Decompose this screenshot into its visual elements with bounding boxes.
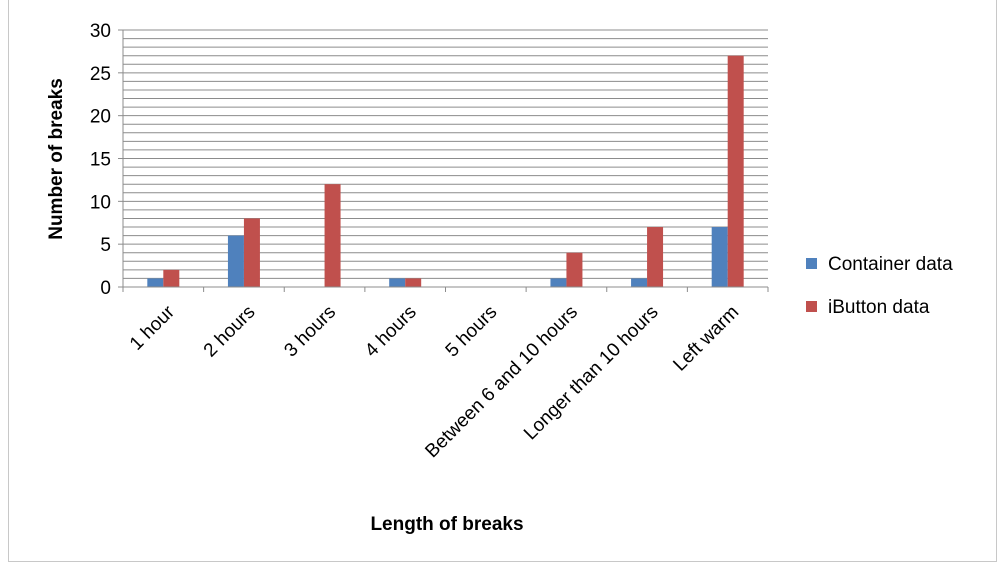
bar	[566, 252, 583, 287]
bar	[227, 235, 244, 287]
y-tick-label: 20	[90, 107, 111, 128]
x-category-labels: 1 hour 2 hours 3 hours 4 hours 5 hoursBetwee…	[126, 301, 743, 462]
x-category-label: 3 hours	[280, 302, 340, 362]
bar	[389, 278, 406, 287]
y-tick-label: 15	[90, 150, 111, 171]
bar	[647, 227, 664, 287]
bar	[550, 278, 567, 287]
legend-swatch	[806, 258, 817, 269]
bar	[243, 218, 260, 287]
x-axis-title: Length of breaks	[370, 514, 523, 535]
legend-label: iButton data	[828, 297, 930, 318]
x-category-label: Left warm	[669, 302, 743, 376]
y-axis-title: Number of breaks	[46, 78, 67, 240]
bar	[163, 269, 180, 287]
x-category-label: 2 hours	[200, 302, 260, 362]
legend: Container data iButton data	[806, 254, 953, 318]
y-tick-labels: 0 5 10 15 20 25 30	[90, 21, 111, 299]
x-category-label: 5 hours	[442, 302, 502, 362]
legend-label: Container data	[828, 254, 953, 275]
x-category-label: Longer than 10 hours	[520, 302, 663, 445]
x-category-label: 1 hour	[126, 301, 179, 354]
bar	[405, 278, 422, 287]
y-tick-label: 10	[90, 192, 111, 213]
y-tick-label: 25	[90, 64, 111, 85]
bar	[631, 278, 648, 287]
chart-frame	[8, 0, 997, 562]
y-tick-label: 30	[90, 21, 111, 42]
x-category-label: 4 hours	[361, 302, 421, 362]
bar	[711, 227, 728, 287]
bar	[147, 278, 164, 287]
y-tick-label: 5	[100, 235, 111, 256]
legend-swatch	[806, 301, 817, 312]
gridlines	[123, 29, 768, 288]
x-category-label: Between 6 and 10 hours	[421, 302, 582, 463]
bar	[727, 55, 744, 288]
bar	[324, 184, 341, 287]
bars	[147, 55, 744, 288]
y-tick-label: 0	[100, 278, 111, 299]
axes	[118, 29, 769, 292]
